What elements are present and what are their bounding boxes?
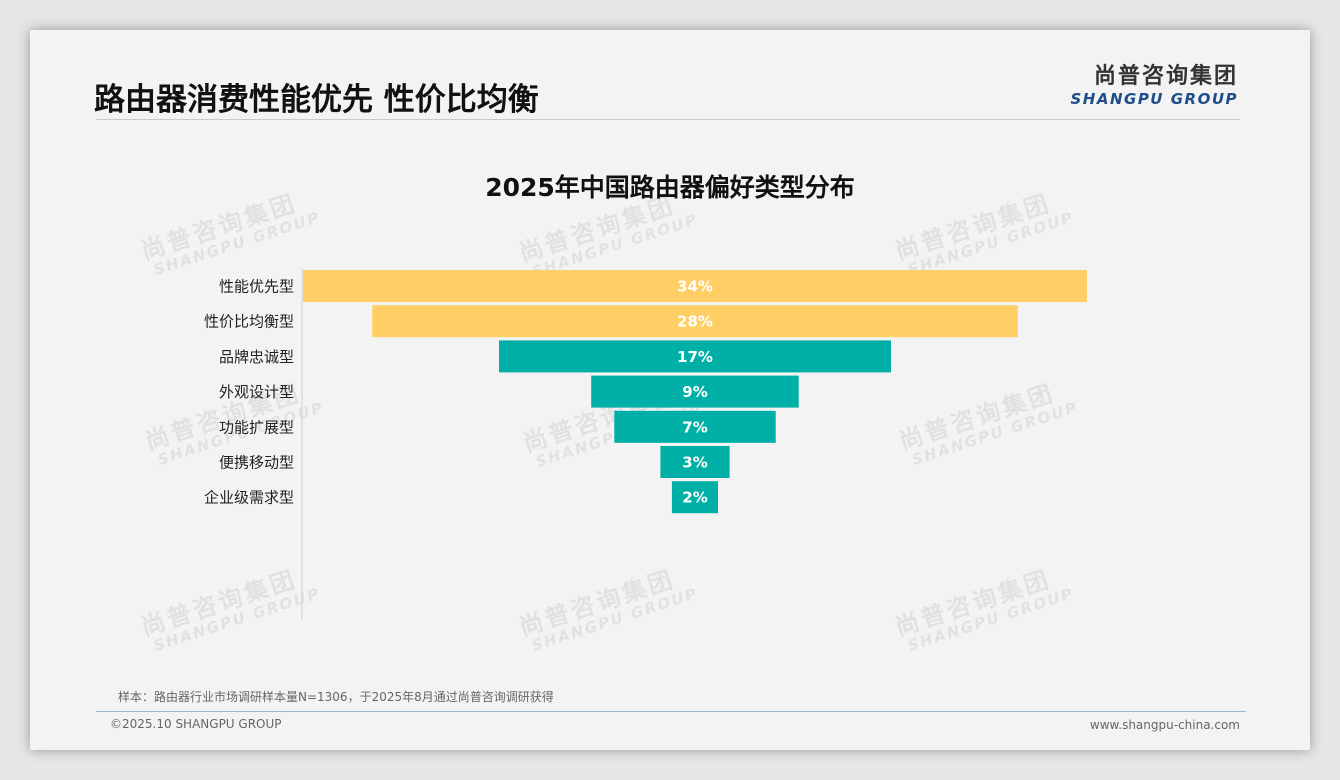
data-label: 7% — [682, 418, 707, 436]
slide: 尚普咨询集团 SHANGPU GROUP 尚普咨询集团 SHANGPU GROUP … — [30, 30, 1310, 750]
company-logo: 尚普咨询集团 SHANGPU GROUP — [1070, 64, 1238, 108]
data-label: 28% — [677, 313, 713, 331]
logo-chinese-name: 尚普咨询集团 — [1093, 64, 1238, 89]
source-note: 样本：路由器行业市场调研样本量N=1306，于2025年8月通过尚普咨询调研获得 — [118, 690, 554, 704]
website-link[interactable]: www.shangpu-china.com — [1089, 718, 1240, 732]
data-label: 34% — [677, 278, 713, 296]
funnel-bar — [614, 410, 776, 443]
data-label: 2% — [682, 489, 707, 507]
data-label: 3% — [682, 454, 707, 472]
category-label: 品牌忠诚型 — [219, 348, 294, 366]
logo-english-name: SHANGPU GROUP — [1070, 90, 1238, 108]
category-label: 便携移动型 — [219, 454, 294, 472]
funnel-bar — [499, 340, 891, 373]
funnel-bar — [372, 305, 1018, 338]
data-label: 9% — [682, 383, 707, 401]
category-label: 企业级需求型 — [204, 489, 294, 507]
bars-group — [303, 270, 1087, 514]
title-divider — [96, 119, 1240, 120]
category-label: 性价比均衡型 — [204, 313, 294, 331]
copyright-text: ©2025.10 SHANGPU GROUP — [110, 717, 282, 731]
category-label: 功能扩展型 — [219, 418, 294, 436]
page-title: 路由器消费性能优先 性价比均衡 — [94, 82, 539, 118]
data-label: 17% — [677, 348, 713, 366]
funnel-chart: 34% 性能优先型 28% 性价比均衡型 17% 品牌忠诚型 9% 外观设计型 7% 功能扩展型 3… — [204, 268, 1087, 620]
funnel-bar — [660, 446, 730, 478]
funnel-bar — [671, 481, 718, 514]
category-label: 外观设计型 — [219, 383, 294, 401]
funnel-bar — [591, 375, 799, 408]
category-label: 性能优先型 — [219, 278, 294, 296]
funnel-bar — [303, 270, 1087, 302]
footer-divider — [96, 711, 1246, 712]
labels-group: 34% 性能优先型 28% 性价比均衡型 17% 品牌忠诚型 9% 外观设计型 7% 功能扩展型 3… — [204, 278, 713, 507]
chart-title: 2025年中国路由器偏好类型分布 — [485, 173, 855, 202]
